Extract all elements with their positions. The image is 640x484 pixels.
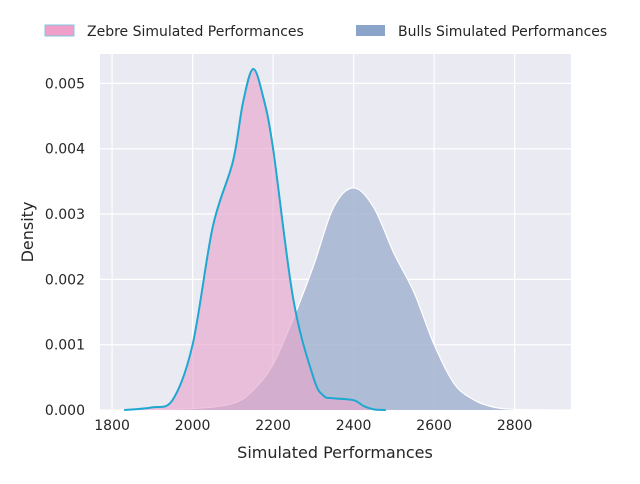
- y-tick-label: 0.002: [45, 272, 85, 288]
- area-bulls: [132, 187, 551, 410]
- x-tick-label: 2200: [255, 418, 291, 434]
- x-tick-label: 2800: [497, 418, 533, 434]
- x-tick-label: 2400: [336, 418, 372, 434]
- x-axis-label: Simulated Performances: [237, 443, 433, 462]
- y-tick-label: 0.004: [45, 142, 85, 158]
- y-tick-label: 0.005: [45, 76, 85, 92]
- x-tick-label: 1800: [94, 418, 130, 434]
- legend-label-bulls: Bulls Simulated Performances: [398, 24, 607, 40]
- ticks: 1800 2000 2200 2400 2600 2800 0.000 0.001 0.002 0…: [45, 76, 533, 434]
- y-tick-label: 0.000: [45, 403, 85, 419]
- legend-swatch-bulls: [356, 25, 385, 36]
- legend-label-zebre: Zebre Simulated Performances: [87, 24, 304, 40]
- series-areas: [124, 68, 551, 411]
- legend: Zebre Simulated Performances Bulls Simul…: [44, 24, 607, 40]
- legend-swatch-zebre: [44, 24, 75, 37]
- y-axis-label: Density: [18, 202, 37, 263]
- line-zebre: [124, 68, 386, 411]
- area-zebre: [124, 68, 386, 410]
- x-tick-label: 2000: [175, 418, 211, 434]
- y-tick-label: 0.001: [45, 338, 85, 354]
- x-tick-label: 2600: [416, 418, 452, 434]
- y-tick-label: 0.003: [45, 207, 85, 223]
